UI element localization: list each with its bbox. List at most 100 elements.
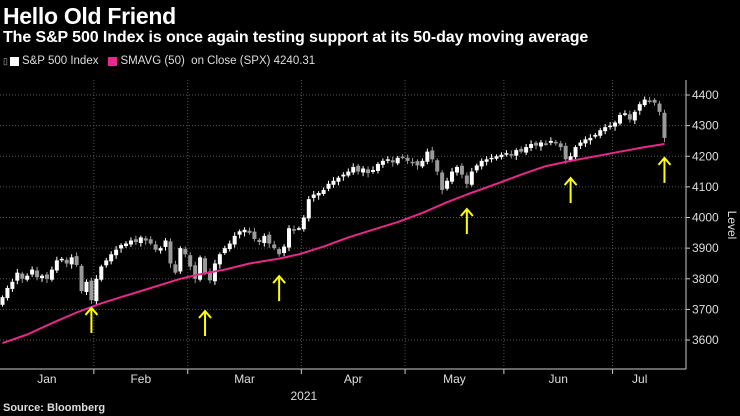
candle-body — [114, 249, 119, 256]
candle-icon: ▯ — [3, 55, 8, 66]
candle-body — [489, 157, 494, 160]
candle-body — [20, 273, 25, 279]
x-tick-label: Feb — [130, 372, 151, 386]
x-tick-label: Jan — [37, 372, 56, 386]
candle-body — [217, 254, 222, 265]
candle-body — [563, 145, 568, 160]
candle-body — [15, 272, 20, 281]
candle-body — [207, 271, 212, 281]
candle-body — [529, 144, 534, 148]
arrow-up-icon — [657, 156, 672, 166]
candle-body — [44, 274, 49, 279]
candle-body — [425, 151, 430, 162]
candle-body — [598, 130, 603, 136]
candle-body — [301, 217, 306, 230]
candle-body — [459, 165, 464, 175]
candle-body — [262, 235, 267, 243]
x-tick-label: Jun — [549, 372, 568, 386]
candle-body — [514, 150, 519, 156]
candle-body — [89, 280, 94, 301]
candle-body — [336, 177, 341, 182]
x-tick-label: Jul — [632, 372, 647, 386]
candle-body — [158, 248, 163, 251]
candle-body — [252, 231, 257, 239]
candle-body — [469, 171, 474, 185]
candle-body — [40, 275, 45, 279]
candle-body — [133, 239, 138, 243]
candle-body — [395, 157, 400, 164]
candle-body — [445, 180, 450, 189]
candle-body — [227, 243, 232, 250]
candle-body — [400, 156, 405, 159]
candle-body — [652, 99, 657, 103]
candle-body — [277, 249, 282, 255]
arrow-up-icon — [272, 274, 286, 284]
candle-body — [464, 175, 469, 184]
candle-body — [524, 147, 529, 153]
candle-body — [119, 245, 124, 249]
candle-body — [109, 254, 114, 262]
candle-body — [316, 193, 321, 196]
candle-body — [588, 137, 593, 141]
candle-body — [35, 270, 40, 278]
candle-body — [49, 269, 54, 280]
y-tick-label: 4300 — [692, 119, 719, 133]
candle-body — [618, 114, 622, 124]
candle-body — [242, 229, 247, 233]
arrow-up-icon — [84, 306, 99, 316]
candle-body — [30, 269, 35, 275]
candle-body — [69, 257, 74, 265]
candle-body — [173, 264, 178, 273]
legend-label-sma: SMAVG (50) on Close (SPX) 4240.31 — [120, 55, 316, 67]
x-tick-label: Apr — [344, 372, 363, 386]
candle-body — [183, 249, 188, 255]
candle-body — [10, 281, 15, 289]
candle-body — [54, 260, 59, 271]
candle-body — [410, 161, 415, 164]
candle-body — [326, 183, 331, 189]
candle-body — [375, 163, 380, 171]
candle-body — [430, 150, 435, 160]
candle-body — [380, 160, 385, 165]
candle-body — [435, 160, 440, 172]
legend: ▯ S&P 500 Index SMAVG (50) on Close (SPX… — [3, 55, 325, 67]
candle-body — [454, 166, 459, 173]
candle-body — [351, 166, 356, 173]
candle-body — [657, 103, 662, 112]
candle-body — [99, 266, 104, 280]
candle-body — [153, 244, 158, 250]
candle-body — [148, 239, 153, 244]
candle-body — [642, 99, 647, 106]
candle-body — [163, 240, 168, 247]
candle-body — [84, 281, 89, 292]
arrow-up-icon — [460, 207, 474, 217]
candle-body — [543, 143, 548, 145]
y-tick-label: 3800 — [692, 272, 719, 286]
candle-body — [341, 174, 346, 177]
legend-item-sma: SMAVG (50) on Close (SPX) 4240.31 — [108, 55, 315, 67]
legend-swatch-white — [9, 56, 19, 66]
candle-body — [583, 139, 588, 144]
candle-body — [5, 287, 10, 299]
candle-body — [385, 159, 390, 161]
candle-body — [484, 159, 489, 162]
source-note: Source: Bloomberg — [3, 402, 106, 414]
candle-body — [138, 237, 143, 243]
x-tick-label: Mar — [234, 372, 255, 386]
candle-body — [267, 234, 272, 244]
candle-body — [627, 114, 632, 120]
candle-body — [366, 169, 371, 174]
candle-body — [143, 238, 148, 241]
chart-subtitle: The S&P 500 Index is once again testing … — [3, 29, 589, 46]
candle-body — [450, 171, 455, 182]
candle-body — [203, 258, 208, 273]
candle-body — [361, 168, 366, 173]
candle-body — [440, 172, 445, 190]
candle-body — [371, 170, 375, 172]
candle-body — [74, 256, 79, 265]
chart-title: Hello Old Friend — [3, 3, 176, 29]
y-tick-label: 3700 — [692, 302, 719, 316]
candle-body — [104, 260, 109, 266]
candle-body — [124, 243, 128, 247]
